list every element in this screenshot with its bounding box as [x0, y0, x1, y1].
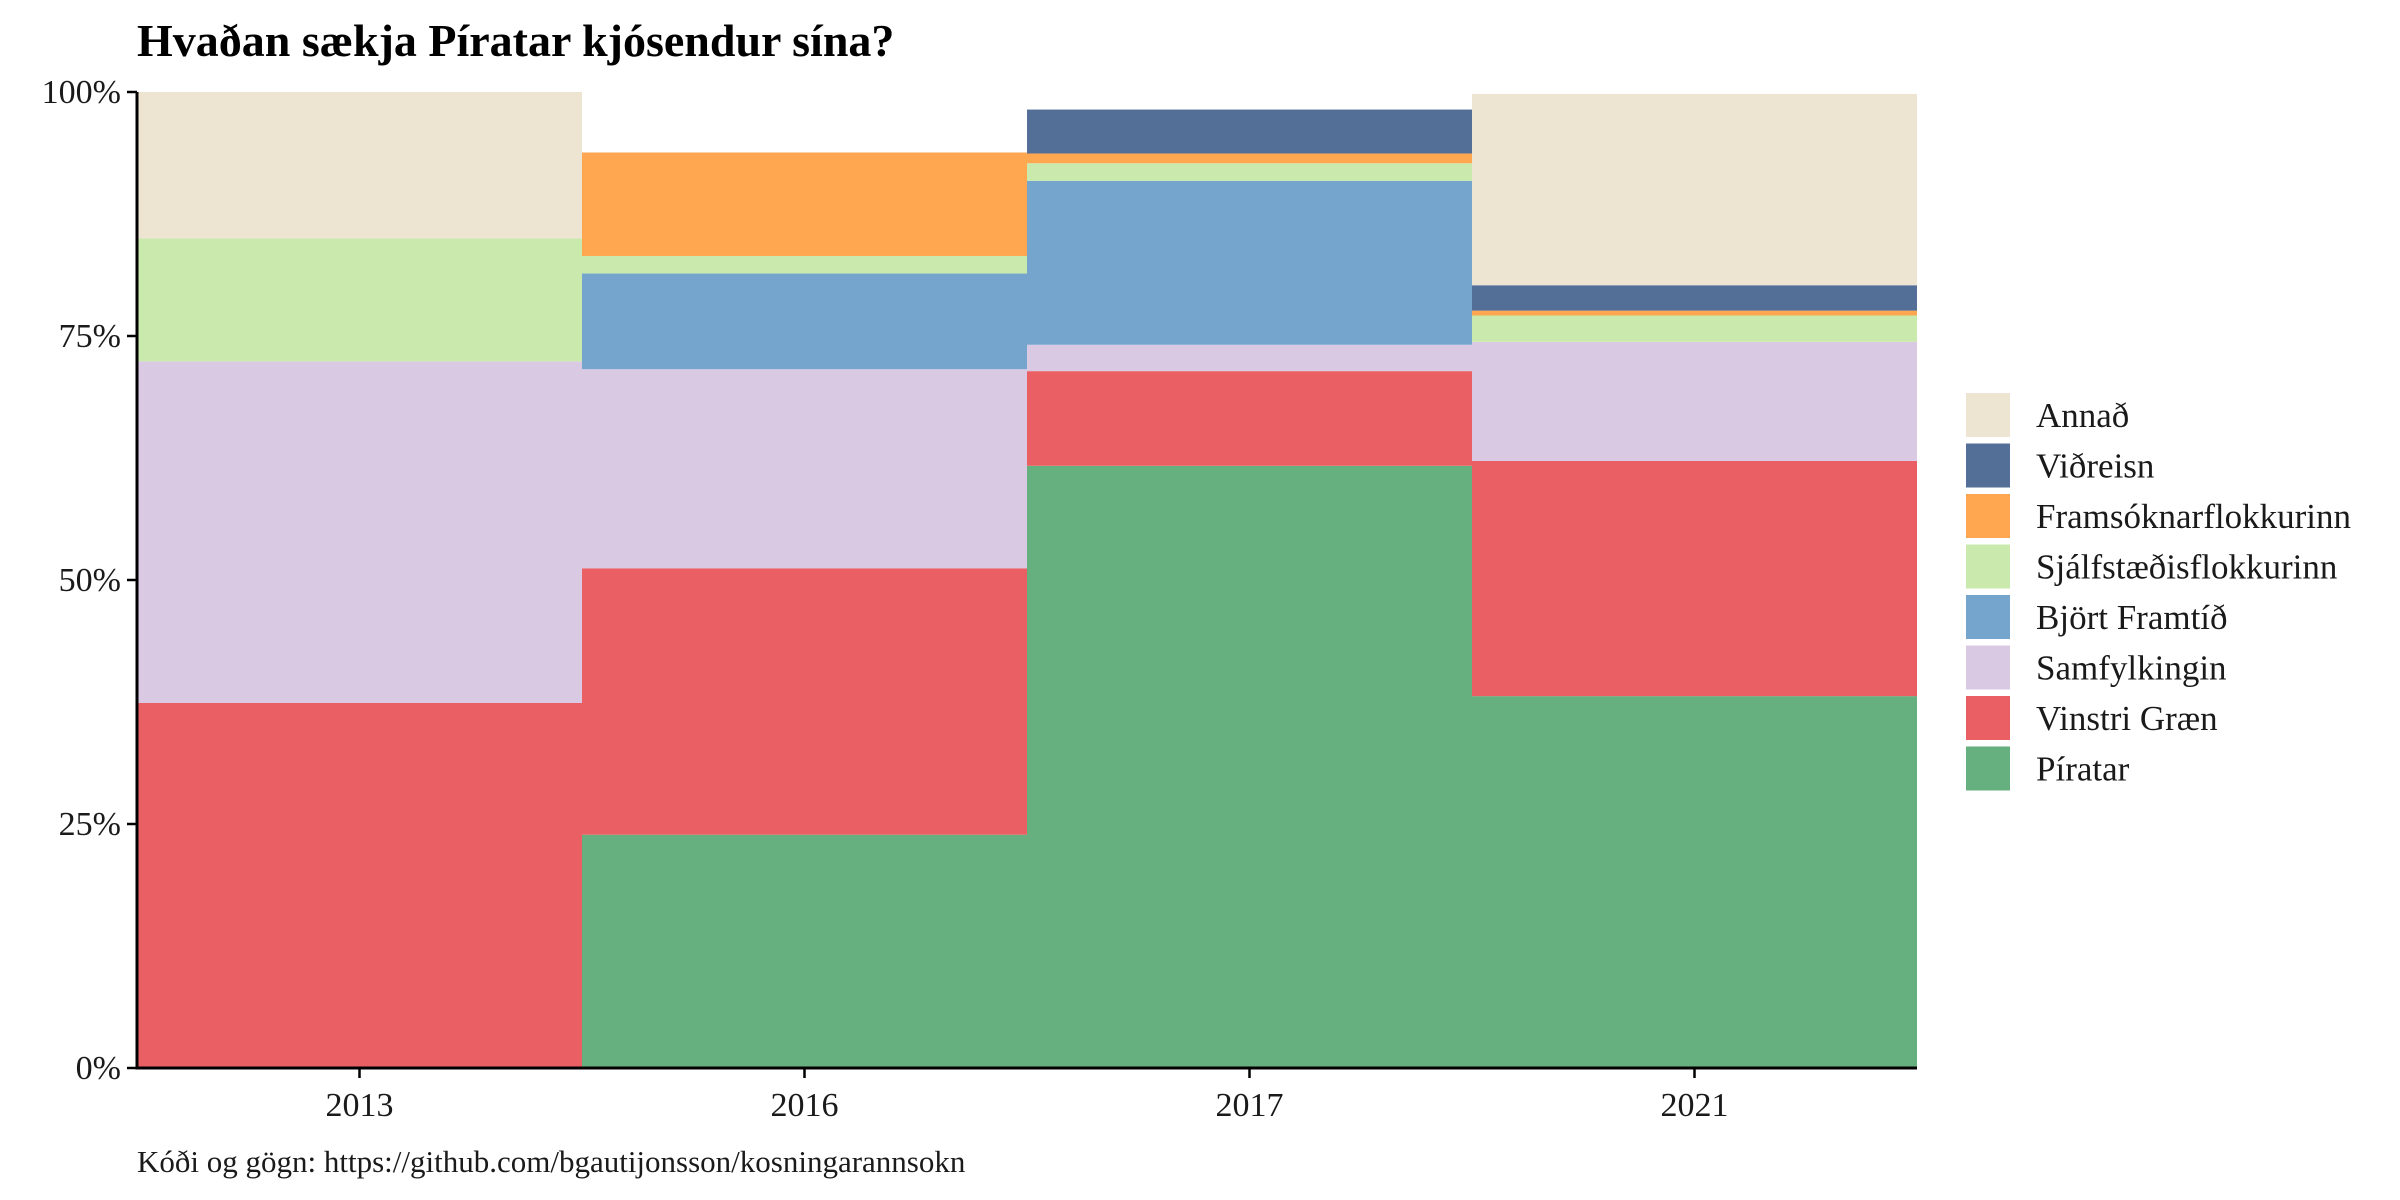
legend-label: Vinstri Græn	[2036, 699, 2218, 738]
bar-segment	[582, 568, 1027, 835]
legend-label: Viðreisn	[2036, 447, 2154, 486]
bar-segment	[137, 92, 582, 239]
y-tick-label: 25%	[59, 806, 121, 843]
bar-segment	[1472, 460, 1917, 697]
bar-segment	[582, 273, 1027, 370]
bar-segment	[1027, 163, 1472, 181]
legend-key	[1966, 746, 2010, 791]
legend-key	[1966, 696, 2010, 740]
legend-key	[1966, 544, 2010, 589]
chart-title: Hvaðan sækja Píratar kjósendur sína?	[137, 15, 894, 66]
bar-segment	[582, 255, 1027, 274]
bar-segment	[1027, 180, 1472, 345]
legend-label: Björt Framtíð	[2036, 598, 2228, 637]
bar-segment	[1027, 109, 1472, 154]
bars-layer	[137, 92, 1917, 1069]
x-tick-label: 2021	[1661, 1087, 1729, 1124]
bar-segment	[137, 702, 582, 1068]
axes-layer: 0% 25% 50% 75% 100% 2013 2016 2017 2021	[42, 74, 1917, 1124]
x-tick-label: 2017	[1216, 1087, 1284, 1124]
bar-segment	[582, 152, 1027, 256]
bar-segment	[1472, 285, 1917, 311]
bar-segment	[582, 369, 1027, 569]
y-tick-label: 75%	[59, 318, 121, 355]
legend-key	[1966, 645, 2010, 690]
bar-segment	[1472, 93, 1917, 286]
bar-segment	[1027, 153, 1472, 164]
legend-label: Samfylkingin	[2036, 649, 2227, 688]
bar-segment	[1472, 315, 1917, 342]
bar-segment	[137, 361, 582, 703]
x-tick-label: 2013	[326, 1087, 394, 1124]
legend-label: Framsóknarflokkurinn	[2036, 497, 2351, 536]
bar-segment	[1472, 341, 1917, 461]
bar-segment	[1472, 310, 1917, 316]
y-tick-label: 100%	[42, 74, 121, 111]
bar-segment	[1027, 344, 1472, 372]
bar-segment	[1027, 371, 1472, 466]
legend-label: Annað	[2036, 396, 2129, 435]
bar-segment	[1027, 465, 1472, 1069]
legend-key	[1966, 494, 2010, 538]
bar-segment	[137, 238, 582, 362]
legend: Annað Viðreisn Framsóknarflokkurinn Sjálfst…	[1966, 393, 2351, 791]
x-tick-label: 2016	[771, 1087, 839, 1124]
bar-segment	[582, 834, 1027, 1068]
legend-key	[1966, 393, 2010, 437]
legend-key	[1966, 443, 2010, 488]
legend-label: Píratar	[2036, 750, 2130, 789]
chart-caption: Kóði og gögn: https://github.com/bgautij…	[137, 1144, 966, 1179]
legend-label: Sjálfstæðisflokkurinn	[2036, 548, 2337, 587]
y-tick-label: 50%	[59, 562, 121, 599]
y-tick-label: 0%	[76, 1050, 121, 1087]
bar-segment	[1472, 696, 1917, 1068]
legend-key	[1966, 595, 2010, 639]
